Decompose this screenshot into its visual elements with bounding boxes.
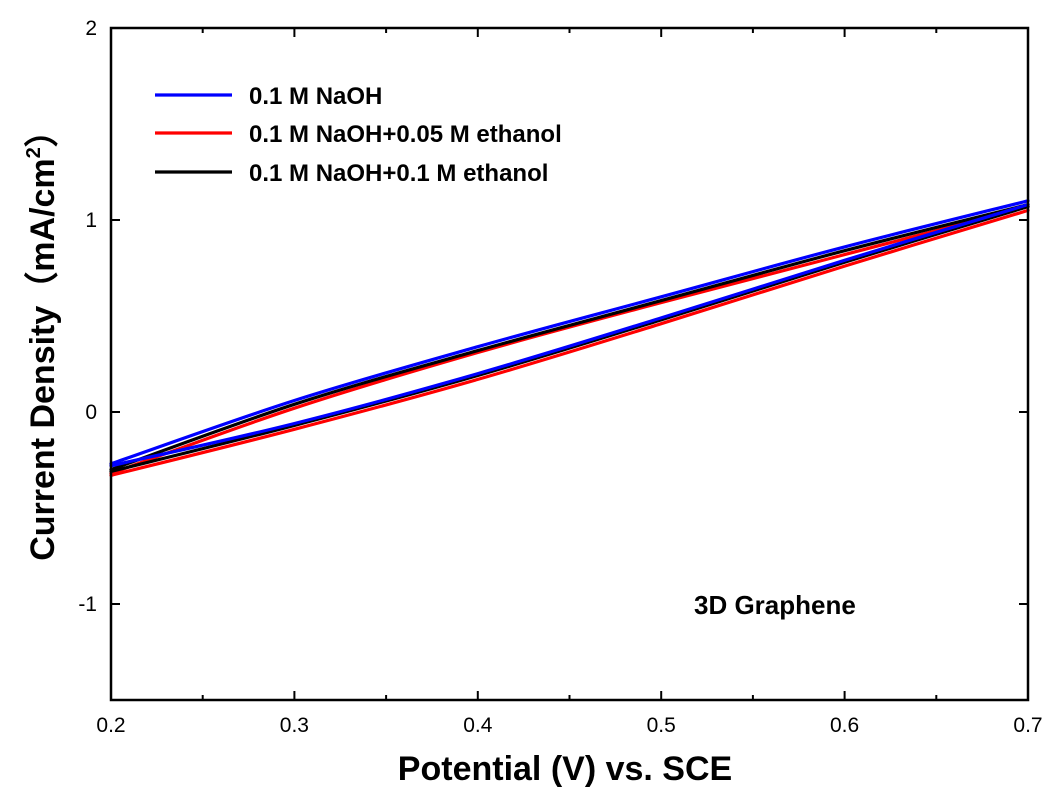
series-1-anodic-line [109, 199, 1030, 466]
y-axis-title-main: Current Density（mA/cm [23, 158, 62, 560]
y-tick-label: 0 [85, 401, 97, 424]
y-axis: -1 0 1 2 [78, 17, 1028, 616]
x-axis: 0.2 0.3 0.4 0.5 0.6 0.7 [96, 28, 1043, 737]
x-tick-label: 0.5 [647, 714, 676, 737]
legend-label-3: 0.1 M NaOH+0.1 M ethanol [249, 160, 548, 187]
x-tick-label: 0.3 [280, 714, 309, 737]
x-tick-label: 0.7 [1013, 714, 1042, 737]
y-tick-label: 1 [85, 209, 97, 232]
y-axis-title-close: ） [23, 113, 62, 147]
x-tick-label: 0.2 [96, 714, 125, 737]
legend-label-2: 0.1 M NaOH+0.05 M ethanol [249, 121, 562, 148]
series-3-cv-loop [109, 203, 1030, 474]
x-tick-label: 0.4 [463, 714, 493, 737]
series-2-cv-loop [109, 205, 1030, 477]
series-3-anodic-line [109, 203, 1030, 472]
x-tick-label: 0.6 [830, 714, 859, 737]
annotation-label: 3D Graphene [694, 590, 856, 620]
legend: 0.1 M NaOH 0.1 M NaOH+0.05 M ethanol 0.1 M… [155, 83, 562, 187]
series-3-cathodic-line [109, 205, 1030, 474]
y-axis-title-superscript: 2 [23, 147, 45, 158]
legend-label-1: 0.1 M NaOH [249, 83, 382, 110]
series-2-cathodic-line [109, 208, 1030, 477]
y-axis-title: Current Density（mA/cm2） [23, 113, 62, 561]
series-1-cathodic-line [109, 203, 1030, 468]
y-tick-label: 2 [85, 17, 97, 40]
curves-layer [109, 199, 1030, 477]
series-2-anodic-line [109, 205, 1030, 475]
x-axis-title: Potential (V) vs. SCE [398, 750, 732, 788]
y-tick-label: -1 [78, 593, 97, 616]
series-1-cv-loop [109, 199, 1030, 468]
